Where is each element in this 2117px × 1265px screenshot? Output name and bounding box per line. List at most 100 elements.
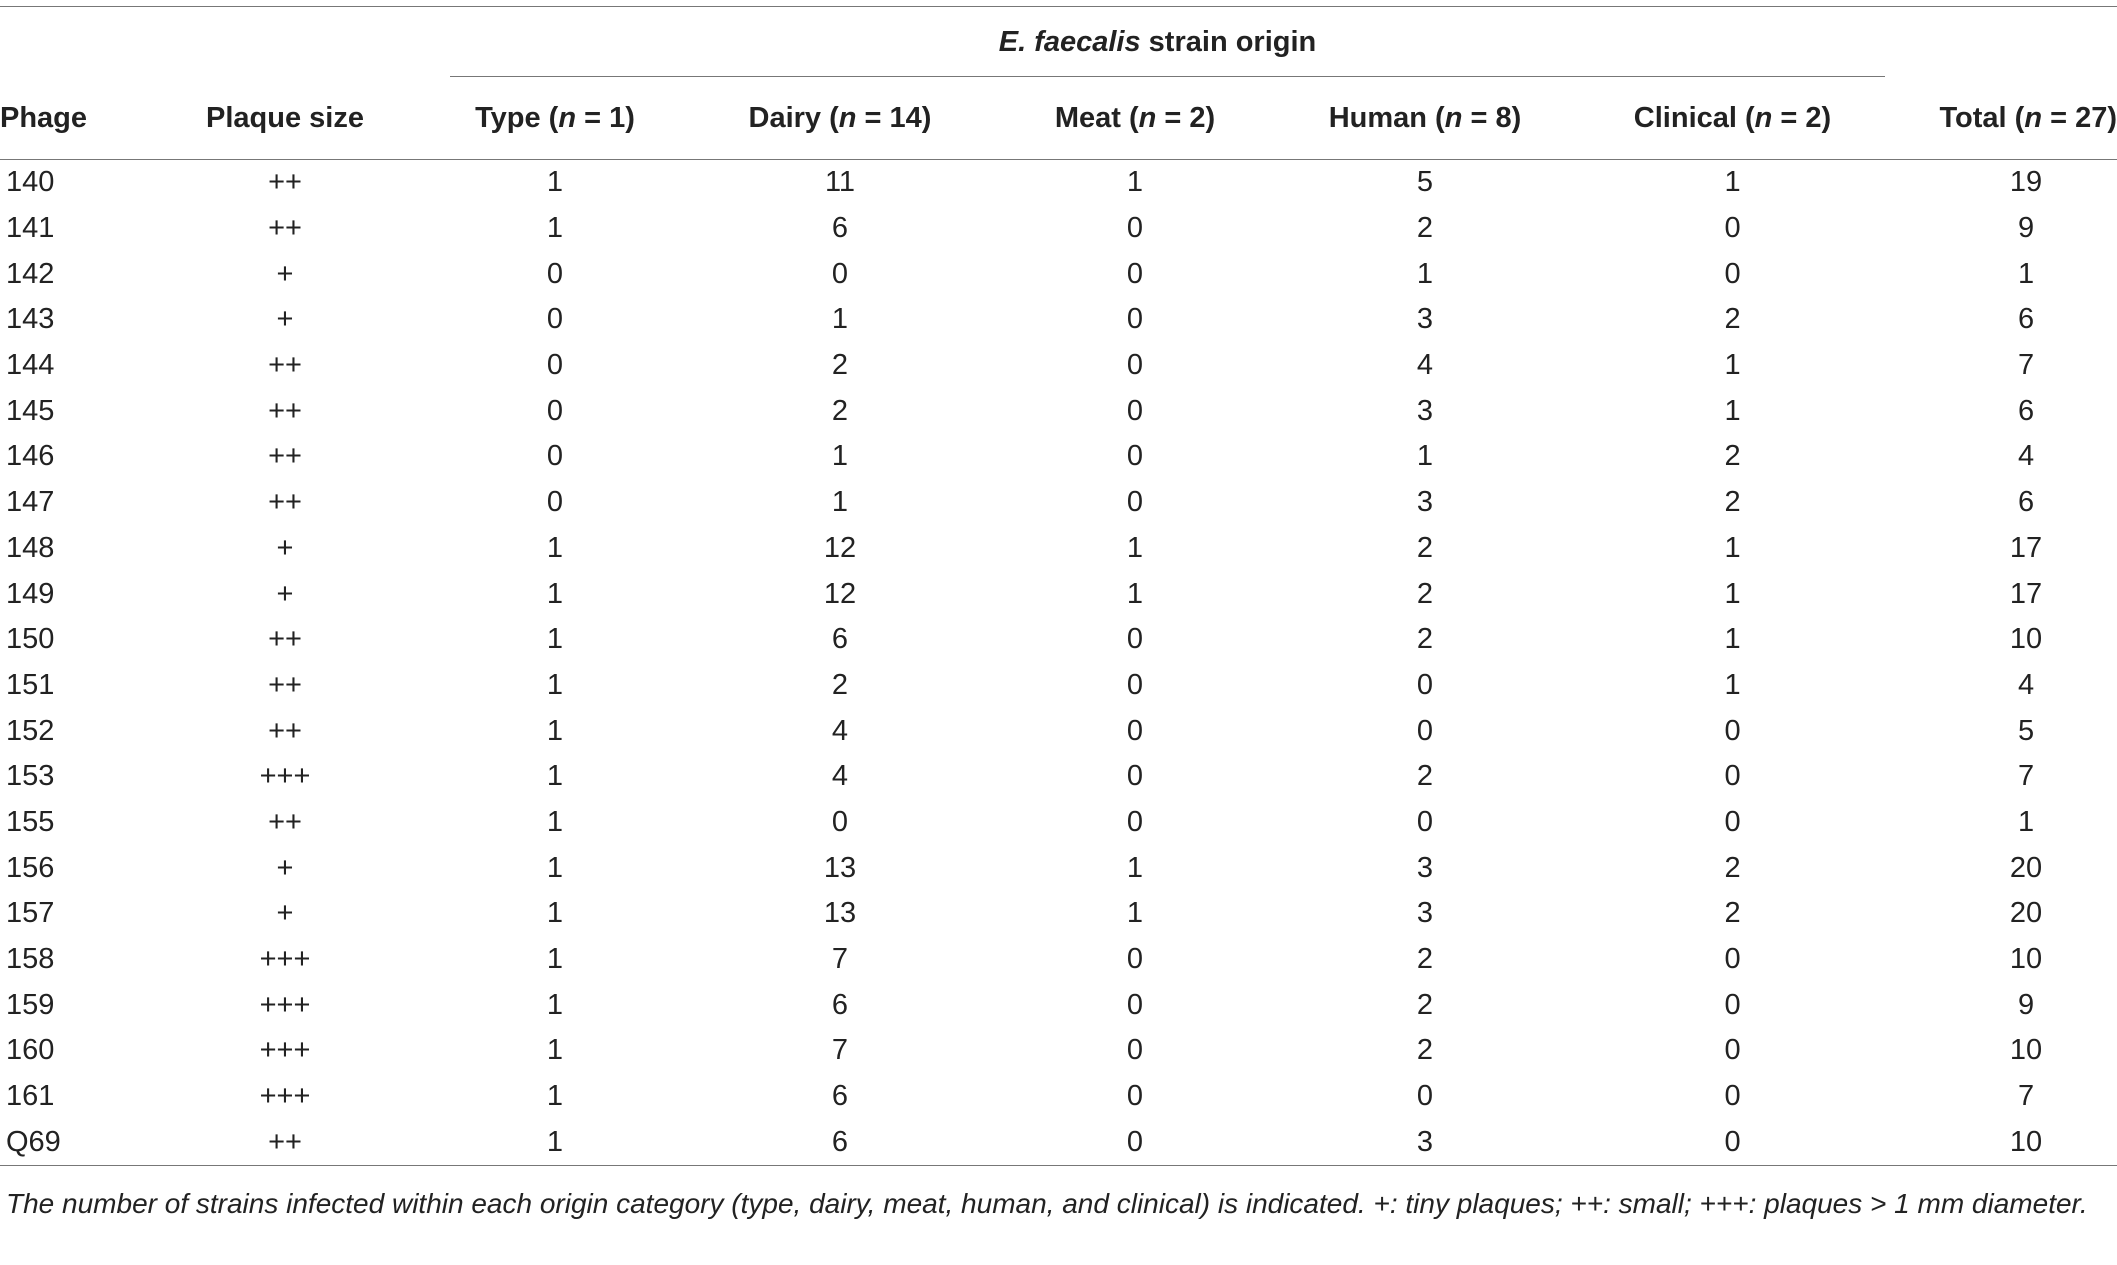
cell-total: 6 — [2017, 394, 2035, 427]
table-row: 145 ++ 0 2 0 3 1 6 — [0, 388, 2117, 434]
cell-type: 1 — [546, 1034, 564, 1067]
column-header-phage: Phage — [0, 77, 150, 160]
cell-human: 0 — [1416, 668, 1434, 701]
cell-type: 1 — [546, 668, 564, 701]
cell-clinical: 0 — [1724, 257, 1741, 290]
table-row: 161 +++ 1 6 0 0 0 7 — [0, 1074, 2117, 1120]
table-row: 158 +++ 1 7 0 2 0 10 — [0, 937, 2117, 983]
cell-meat: 0 — [1126, 212, 1144, 245]
cell-phage: 140 — [6, 166, 55, 199]
cell-total: 9 — [2017, 988, 2035, 1021]
cell-total: 1 — [2017, 257, 2035, 290]
column-header-row: Phage Plaque size Type (n = 1) Dairy (n = 1… — [0, 77, 2117, 160]
cell-plaque-size: +++ — [259, 1080, 311, 1113]
cell-clinical: 1 — [1724, 349, 1741, 382]
cell-phage: 142 — [6, 257, 55, 290]
cell-total: 10 — [2009, 1034, 2043, 1067]
cell-clinical: 2 — [1724, 440, 1741, 473]
cell-meat: 1 — [1126, 577, 1144, 610]
cell-type: 1 — [546, 531, 564, 564]
cell-human: 4 — [1416, 349, 1434, 382]
cell-plaque-size: + — [276, 257, 294, 290]
cell-meat: 0 — [1126, 303, 1144, 336]
cell-human: 3 — [1416, 486, 1434, 519]
cell-plaque-size: ++ — [268, 212, 302, 245]
cell-meat: 0 — [1126, 943, 1144, 976]
cell-dairy: 7 — [831, 943, 849, 976]
cell-phage: 148 — [6, 531, 55, 564]
cell-meat: 0 — [1126, 257, 1144, 290]
cell-type: 0 — [546, 486, 564, 519]
phage-host-range-table: E. faecalis strain origin Phage Plaque si… — [0, 6, 2117, 1167]
column-header-meat: Meat (n = 2) — [990, 77, 1280, 160]
cell-human: 0 — [1416, 714, 1434, 747]
cell-plaque-size: ++ — [268, 394, 302, 427]
cell-clinical: 0 — [1724, 714, 1741, 747]
cell-phage: 159 — [6, 988, 55, 1021]
cell-clinical: 0 — [1724, 943, 1741, 976]
cell-total: 10 — [2009, 623, 2043, 656]
cell-type: 1 — [546, 805, 564, 838]
cell-type: 1 — [546, 988, 564, 1021]
cell-total: 17 — [2009, 531, 2043, 564]
cell-type: 1 — [546, 714, 564, 747]
table-row: 149 +1 12 1 2 1 17 — [0, 571, 2117, 617]
cell-type: 0 — [546, 349, 564, 382]
cell-meat: 0 — [1126, 805, 1144, 838]
cell-clinical: 0 — [1724, 988, 1741, 1021]
cell-plaque-size: ++ — [268, 668, 302, 701]
cell-human: 2 — [1416, 760, 1434, 793]
cell-dairy: 4 — [831, 760, 849, 793]
cell-phage: Q69 — [0, 1119, 150, 1167]
cell-type: 1 — [546, 623, 564, 656]
cell-type: 1 — [420, 1119, 690, 1167]
cell-meat: 0 — [1126, 714, 1144, 747]
cell-dairy: 4 — [831, 714, 849, 747]
cell-plaque-size: +++ — [259, 943, 311, 976]
cell-dairy: 2 — [831, 668, 849, 701]
table-row: 144 ++ 0 2 0 4 1 7 — [0, 343, 2117, 389]
cell-clinical: 1 — [1724, 531, 1741, 564]
cell-type: 1 — [546, 166, 564, 199]
cell-meat: 0 — [1126, 988, 1144, 1021]
cell-clinical: 0 — [1724, 805, 1741, 838]
cell-meat: 0 — [1126, 349, 1144, 382]
cell-total: 6 — [2017, 303, 2035, 336]
cell-plaque-size: ++ — [268, 714, 302, 747]
cell-plaque-size: +++ — [259, 1034, 311, 1067]
cell-meat: 1 — [1126, 851, 1144, 884]
cell-clinical: 1 — [1724, 394, 1741, 427]
cell-plaque-size: +++ — [259, 988, 311, 1021]
cell-dairy: 13 — [823, 851, 857, 884]
cell-dairy: 0 — [831, 805, 849, 838]
cell-dairy: 1 — [831, 303, 849, 336]
cell-type: 1 — [546, 943, 564, 976]
cell-meat: 1 — [1126, 166, 1144, 199]
cell-phage: 147 — [6, 486, 55, 519]
cell-clinical: 2 — [1724, 486, 1741, 519]
cell-human: 3 — [1416, 851, 1434, 884]
cell-type: 1 — [546, 1080, 564, 1113]
cell-plaque-size: ++ — [268, 166, 302, 199]
cell-clinical: 1 — [1724, 668, 1741, 701]
cell-clinical: 0 — [1724, 1034, 1741, 1067]
cell-phage: 150 — [6, 623, 55, 656]
table-row: 150 ++ 1 6 0 2 1 10 — [0, 617, 2117, 663]
table-body: 140 ++ 1 11 1 5 1 19 141 ++ 1 6 0 2 0 9 142 +0 0 0 1 0 1 143 +0 1… — [0, 160, 2117, 1167]
cell-human: 3 — [1280, 1119, 1570, 1167]
cell-total: 20 — [2009, 897, 2043, 930]
cell-human: 2 — [1416, 943, 1434, 976]
cell-type: 0 — [546, 394, 564, 427]
cell-plaque-size: ++ — [268, 805, 302, 838]
cell-total: 20 — [2009, 851, 2043, 884]
cell-phage: 149 — [6, 577, 55, 610]
table-row: 143 +0 1 0 3 2 6 — [0, 297, 2117, 343]
cell-dairy: 7 — [831, 1034, 849, 1067]
cell-meat: 0 — [1126, 623, 1144, 656]
cell-clinical: 2 — [1724, 897, 1741, 930]
cell-clinical: 0 — [1724, 760, 1741, 793]
table-row: 155 ++ 1 0 0 0 0 1 — [0, 800, 2117, 846]
cell-type: 1 — [546, 897, 564, 930]
cell-dairy: 0 — [831, 257, 849, 290]
cell-meat: 0 — [1126, 760, 1144, 793]
